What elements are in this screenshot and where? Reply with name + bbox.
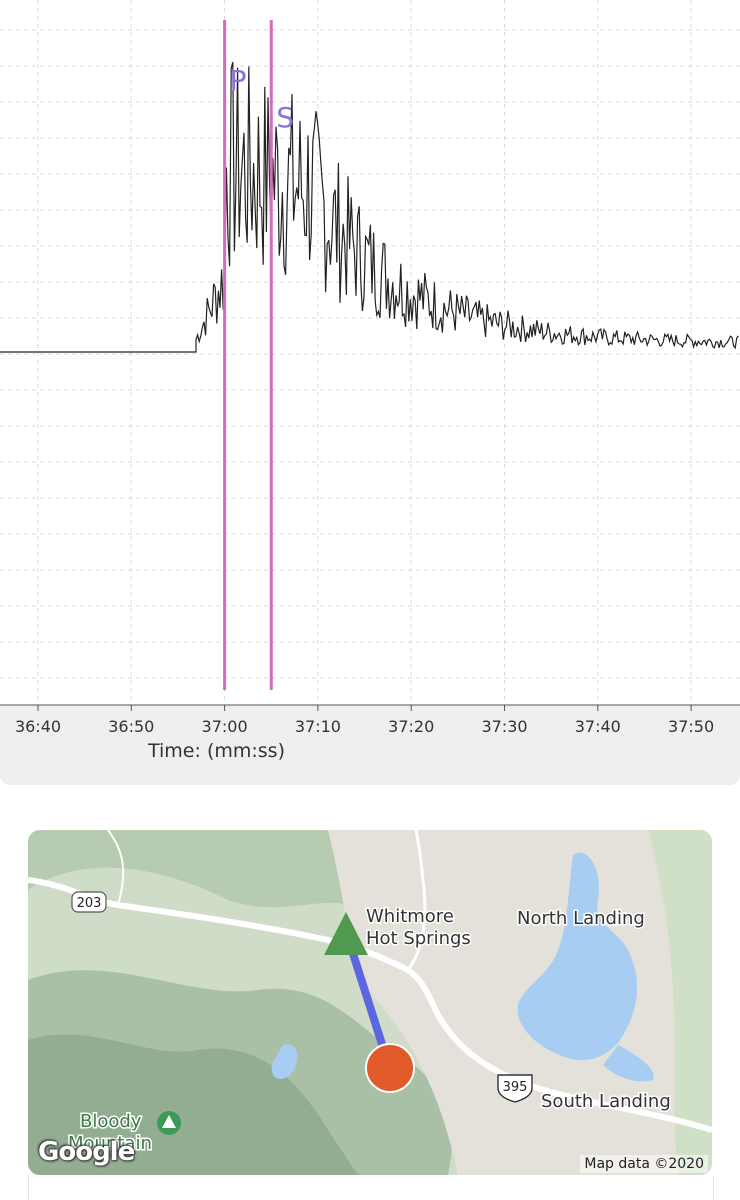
ridge-shading bbox=[28, 830, 358, 910]
seismogram-plot: PS 36:40 36:50 37:00 37:10 37:20 37:30 37:40 37… bbox=[0, 0, 740, 736]
route-395-shield: 395 bbox=[497, 1074, 533, 1103]
x-tick-label: 37:00 bbox=[202, 717, 248, 736]
x-tick-label: 37:20 bbox=[388, 717, 434, 736]
seismogram-trace bbox=[0, 61, 739, 353]
x-tick-label: 36:50 bbox=[108, 717, 154, 736]
mountain-pin-icon bbox=[157, 1111, 181, 1135]
label-north-landing: North Landing bbox=[517, 908, 645, 929]
svg-text:395: 395 bbox=[503, 1080, 528, 1095]
x-axis-label: Time: (mm:ss) bbox=[148, 740, 285, 762]
map-card[interactable]: 203 395 Whitmore Hot Springs North Landi… bbox=[28, 830, 712, 1175]
route-203-shield: 203 bbox=[71, 891, 107, 913]
google-logo: Google bbox=[38, 1137, 135, 1167]
x-axis-ticks: 36:40 36:50 37:00 37:10 37:20 37:30 37:40 37:50 bbox=[0, 704, 740, 736]
label-south-landing: South Landing bbox=[541, 1091, 671, 1112]
x-tick-label: 37:10 bbox=[295, 717, 341, 736]
phase-label-s: S bbox=[276, 101, 294, 134]
triangle-station-icon[interactable] bbox=[324, 912, 368, 955]
phase-label-p: P bbox=[230, 64, 247, 97]
map-attribution[interactable]: Map data ©2020 bbox=[580, 1155, 708, 1173]
label-whitmore: Whitmore Hot Springs bbox=[366, 906, 471, 949]
small-lake bbox=[271, 1044, 298, 1080]
phase-markers: PS bbox=[223, 20, 294, 690]
right-forest bbox=[648, 830, 712, 1175]
x-tick-label: 36:40 bbox=[15, 717, 61, 736]
x-tick-label: 37:30 bbox=[481, 717, 527, 736]
map-canvas[interactable]: 203 395 Whitmore Hot Springs North Landi… bbox=[28, 830, 712, 1175]
circle-epicenter-icon[interactable] bbox=[365, 1043, 415, 1093]
x-tick-label: 37:50 bbox=[668, 717, 714, 736]
lake-south bbox=[603, 1045, 654, 1082]
mountain-road bbox=[107, 830, 125, 906]
main-road bbox=[28, 877, 712, 1133]
label-bloody-mountain: Bloody Mountain bbox=[68, 1111, 152, 1154]
x-tick-label: 37:40 bbox=[575, 717, 621, 736]
info-card-top bbox=[28, 1175, 714, 1200]
side-road bbox=[406, 830, 427, 971]
svg-text:203: 203 bbox=[77, 896, 102, 911]
lake bbox=[517, 852, 638, 1061]
